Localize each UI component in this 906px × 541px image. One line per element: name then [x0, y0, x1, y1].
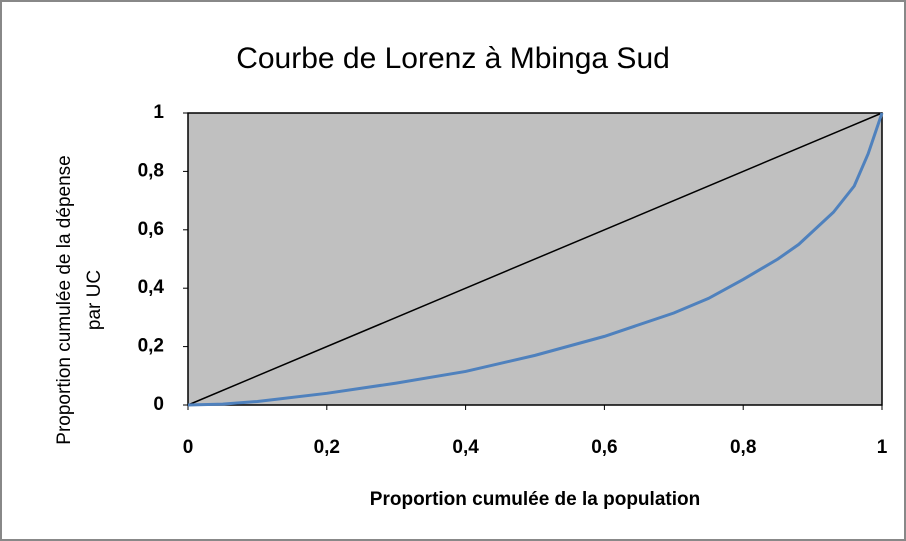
chart-title: Courbe de Lorenz à Mbinga Sud	[236, 42, 670, 75]
x-tick-label: 0,8	[730, 437, 756, 458]
x-tick-label: 0,2	[314, 437, 340, 458]
y-axis-label: Proportion cumulée de la dépense	[54, 155, 75, 444]
y-tick-label: 0,8	[138, 160, 164, 181]
x-tick-label: 1	[877, 437, 888, 458]
y-tick-label: 0	[153, 394, 164, 415]
y-tick-label: 0,2	[138, 336, 164, 357]
y-tick-label: 1	[153, 102, 164, 123]
x-tick-label: 0,4	[452, 437, 479, 458]
x-tick-label: 0,6	[591, 437, 617, 458]
series-line	[187, 112, 884, 407]
y-axis-label: par UC	[84, 270, 105, 330]
x-axis-label: Proportion cumulée de la population	[370, 489, 700, 510]
y-tick-label: 0,6	[138, 219, 164, 240]
series-line	[187, 112, 883, 406]
x-tick-label: 0	[183, 437, 194, 458]
y-tick-label: 0,4	[138, 277, 165, 298]
